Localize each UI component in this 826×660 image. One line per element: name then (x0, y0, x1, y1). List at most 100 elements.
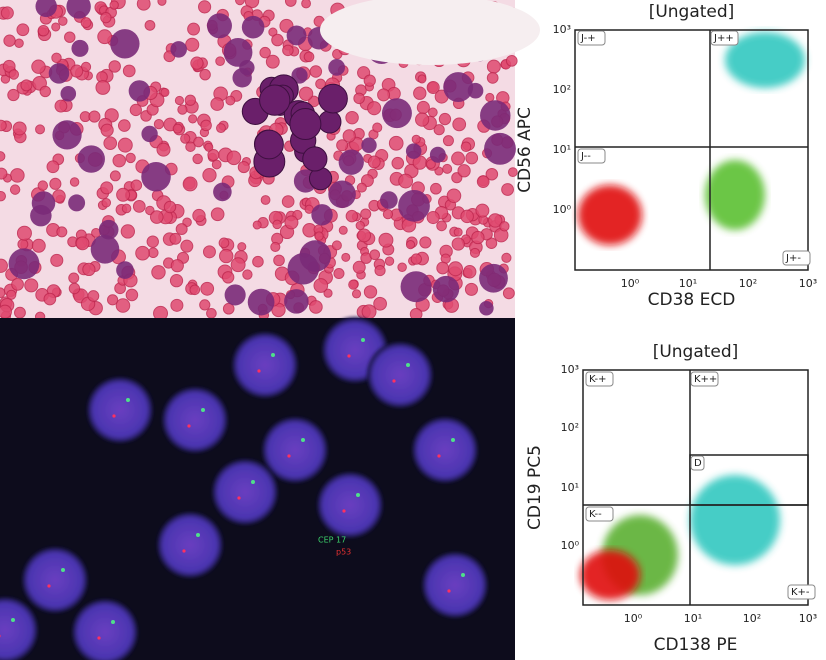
plasma-cell (381, 98, 412, 129)
plasma-cell (116, 261, 134, 279)
red-cell (372, 122, 383, 133)
nucleus (87, 377, 153, 443)
red-cell (303, 51, 315, 63)
red-cell (9, 184, 21, 195)
red-cell (211, 159, 222, 170)
x-tick-label: 10¹ (679, 277, 697, 290)
plasma-cell (141, 125, 158, 143)
red-cell (206, 308, 217, 319)
red-cell (462, 265, 477, 279)
red-cell (49, 177, 62, 190)
red-cell (451, 151, 465, 166)
cell-cluster (725, 32, 805, 88)
red-cell (505, 54, 518, 67)
red-cell (117, 119, 131, 132)
x-tick-label: 10⁰ (621, 277, 640, 290)
red-cell (43, 292, 57, 306)
plasma-cell (291, 67, 308, 84)
red-cell (11, 278, 24, 291)
red-cell (309, 65, 323, 78)
green-signal (61, 568, 65, 572)
red-cell (108, 60, 121, 73)
red-signal (47, 584, 51, 588)
red-cell (190, 56, 204, 70)
red-cell (121, 203, 132, 214)
gate-label-box (585, 371, 614, 387)
red-cell (222, 302, 235, 315)
red-cell (182, 176, 198, 192)
red-cell (16, 225, 32, 241)
red-signal (97, 636, 101, 640)
plasma-cell (224, 284, 246, 306)
red-cell (199, 68, 211, 81)
red-cell (501, 252, 512, 263)
red-signal (182, 549, 186, 553)
gate-box (689, 454, 809, 506)
y-tick-label: 10⁰ (561, 539, 580, 552)
nucleus (72, 599, 138, 660)
red-cell (156, 142, 171, 157)
green-signal (196, 533, 200, 537)
cell-cluster (580, 550, 640, 600)
red-cell (207, 148, 220, 161)
red-signal (392, 379, 396, 383)
clear-area (320, 0, 540, 65)
nucleus (22, 547, 88, 613)
nucleus (422, 552, 488, 618)
red-cell (58, 16, 68, 26)
red-cell (120, 224, 135, 239)
red-cell (12, 121, 27, 136)
x-tick-label: 10¹ (684, 612, 702, 625)
red-cell (309, 300, 323, 314)
red-cell (419, 236, 432, 249)
red-cell (175, 223, 188, 236)
red-cell (374, 265, 386, 277)
plasma-cell (338, 149, 364, 175)
red-cell (471, 230, 485, 245)
red-cell (361, 304, 377, 320)
plasma-cell (254, 129, 284, 160)
y-tick-label: 10² (561, 421, 579, 434)
green-signal (461, 573, 465, 577)
red-cell (476, 175, 490, 188)
red-cell (413, 86, 427, 100)
red-cell (436, 220, 447, 232)
plasma-cell (68, 194, 86, 212)
red-signal (447, 589, 451, 593)
red-signal (112, 414, 116, 418)
red-cell (0, 258, 8, 273)
x-tick-label: 10³ (799, 612, 817, 625)
red-cell (210, 207, 225, 222)
plasma-cell (90, 234, 120, 264)
gate-label: K++ (694, 374, 717, 385)
green-signal (356, 493, 360, 497)
red-cell (6, 289, 17, 300)
red-cell (273, 254, 285, 267)
red-cell (486, 59, 501, 74)
red-cell (14, 38, 24, 48)
red-cell (235, 0, 245, 6)
red-cell (109, 0, 119, 10)
gate-label-box (782, 250, 811, 266)
y-tick-label: 10⁰ (553, 203, 572, 216)
red-cell (3, 34, 16, 47)
plasma-cell (380, 191, 398, 209)
red-cell (438, 112, 452, 126)
red-cell (172, 123, 183, 134)
red-cell (221, 271, 235, 284)
plasma-cell (30, 204, 52, 227)
red-cell (0, 6, 14, 20)
red-cell (122, 64, 136, 78)
red-cell (433, 124, 445, 136)
red-cell (284, 0, 297, 7)
red-cell (442, 135, 454, 147)
red-cell (151, 265, 166, 280)
red-cell (219, 248, 234, 264)
nucleus (162, 387, 228, 453)
red-cell (54, 99, 68, 113)
red-cell (169, 274, 184, 288)
plasma-cell (60, 85, 77, 102)
red-cell (315, 78, 326, 90)
red-cell (46, 160, 60, 174)
